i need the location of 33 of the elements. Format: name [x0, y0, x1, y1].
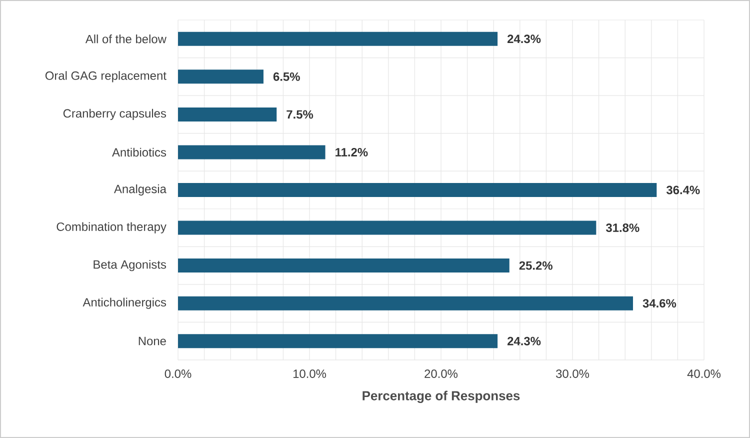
x-tick-label: 10.0%: [293, 370, 326, 378]
data-label: 31.8%: [606, 224, 640, 232]
bar: [178, 220, 596, 235]
y-tick-label: All of the below: [85, 34, 166, 44]
data-label: 7.5%: [286, 110, 314, 119]
data-label: 36.4%: [666, 186, 700, 194]
y-tick-label: Anticholinergics: [82, 298, 166, 309]
y-tick-label: Beta Agonists: [94, 260, 166, 272]
x-tick-label: 0.0%: [164, 370, 192, 378]
bar: [178, 70, 264, 84]
data-label: 34.6%: [642, 299, 676, 308]
bar: [178, 182, 657, 197]
y-tick-label: Oral GAG replacement: [45, 71, 166, 82]
y-tick-label: Cranberry capsules: [63, 108, 166, 120]
y-tick-label: Analgesia: [114, 184, 166, 196]
x-axis-title: Percentage of Responses: [362, 390, 520, 403]
x-tick-label: 30.0%: [556, 370, 590, 378]
y-tick-label: Combination therapy: [56, 222, 166, 234]
bar: [178, 296, 633, 310]
x-tick-label: 40.0%: [687, 370, 721, 378]
bar: [178, 32, 498, 46]
data-label: 24.3%: [507, 34, 541, 44]
data-label: 24.3%: [507, 336, 541, 346]
bar: [178, 145, 326, 160]
bar: [178, 258, 510, 273]
bar: [178, 107, 277, 122]
y-tick-label: None: [138, 336, 166, 346]
x-tick-label: 20.0%: [424, 370, 458, 378]
data-label: 25.2%: [519, 261, 552, 270]
data-label: 6.5%: [273, 72, 300, 81]
bar: [178, 334, 498, 348]
y-tick-label: Antibiotics: [112, 148, 166, 157]
data-label: 11.2%: [336, 148, 368, 156]
